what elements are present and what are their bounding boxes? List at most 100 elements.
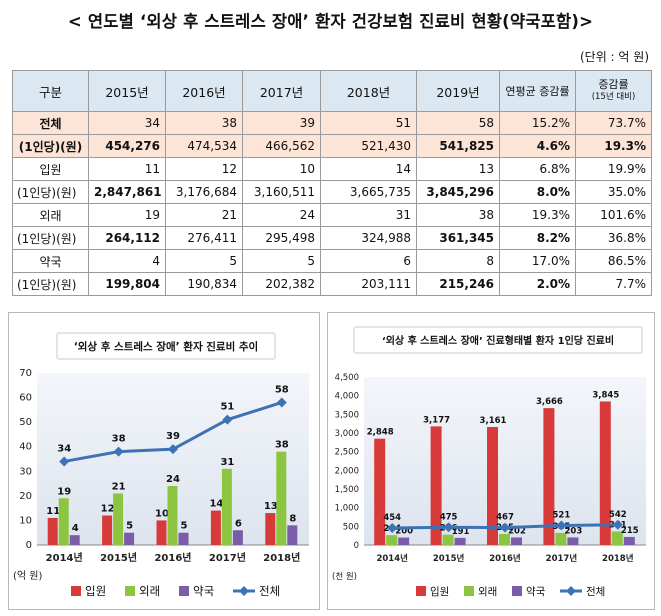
value-cell: 466,562 (242, 134, 321, 158)
header-change-sub: (15년 대비) (591, 92, 636, 102)
row-label: (1인당)(원) (12, 134, 89, 158)
avg-change-cell: 6.8% (499, 157, 576, 181)
value-cell: 202,382 (242, 272, 321, 296)
unit-label: (억 원) (13, 570, 42, 582)
value-cell: 5 (242, 249, 321, 273)
table-row: 약국 4 5 5 6 8 17.0% 86.5% (12, 249, 652, 273)
unit-label: (천 원) (332, 571, 357, 582)
header-change-label: 증감률 (598, 78, 629, 91)
avg-change-cell: 4.6% (499, 134, 576, 158)
legend-swatch (125, 586, 135, 596)
line-marker (500, 522, 510, 533)
y-tick-label: 1,000 (335, 504, 359, 514)
legend-swatch (464, 586, 474, 596)
avg-change-cell: 2.0% (499, 272, 576, 296)
value-cell: 19 (88, 203, 166, 227)
x-tick-label: 2016년 (154, 551, 191, 564)
row-label: 외래 (12, 203, 89, 227)
legend-marker (239, 586, 249, 596)
x-tick-label: 2018년 (263, 551, 300, 564)
bar-약국 (398, 537, 410, 545)
change-cell: 73.7% (575, 111, 652, 135)
line-marker (556, 520, 567, 531)
y-tick-label: 60 (19, 393, 32, 404)
data-label: 5 (181, 521, 188, 532)
y-tick-label: 4,000 (335, 392, 359, 402)
value-cell: 10 (242, 157, 321, 181)
value-cell: 3,665,735 (320, 180, 417, 204)
data-label: 13 (264, 501, 278, 512)
header-2018: 2018년 (320, 70, 417, 112)
y-tick-label: 3,500 (335, 410, 359, 420)
value-cell: 11 (88, 157, 166, 181)
row-label: (1인당)(원) (12, 180, 89, 204)
data-label: 3,845 (592, 390, 619, 400)
bar-외래 (221, 468, 232, 545)
bar-외래 (167, 486, 178, 545)
data-label: 3,161 (480, 416, 507, 426)
value-cell: 39 (242, 111, 321, 135)
change-cell: 86.5% (575, 249, 652, 273)
value-cell: 12 (165, 157, 243, 181)
data-label: 12 (101, 504, 115, 515)
bar-외래 (499, 533, 510, 545)
legend-label: 입원 (85, 584, 106, 598)
chart-title: ‘외상 후 스트레스 장애’ 환자 진료비 추이 (74, 340, 258, 353)
data-label: 215 (621, 526, 639, 536)
row-label: 약국 (12, 249, 89, 273)
y-tick-label: 0 (354, 541, 359, 551)
per-patient-chart: ‘외상 후 스트레스 장애’ 진료형태별 환자 1인당 진료비 0 500 1,000… (332, 326, 646, 598)
value-cell: 3,845,296 (416, 180, 500, 204)
change-cell: 36.8% (575, 226, 652, 250)
bar-약국 (232, 530, 243, 545)
data-label: 10 (155, 508, 169, 519)
avg-change-cell: 8.0% (499, 180, 576, 204)
data-label: 31 (220, 457, 234, 468)
value-cell: 3,160,511 (242, 180, 321, 204)
data-label: 3,666 (536, 397, 563, 407)
line-data-label: 475 (440, 512, 458, 522)
line-marker (113, 446, 124, 457)
bar-입원 (210, 510, 221, 545)
table-row: 전체 34 38 39 51 58 15.2% 73.7% (12, 111, 652, 135)
y-tick-label: 4,500 (335, 373, 359, 383)
line-marker (443, 522, 454, 533)
header-2015: 2015년 (88, 70, 166, 112)
row-label: (1인당)(원) (12, 226, 89, 250)
y-tick-label: 2,000 (335, 466, 359, 476)
legend-swatch (416, 586, 426, 596)
line-data-label: 39 (166, 431, 180, 442)
legend-swatch (512, 586, 522, 596)
change-cell: 19.9% (575, 157, 652, 181)
bar-입원 (102, 515, 113, 545)
value-cell: 58 (416, 111, 500, 135)
line-marker (276, 397, 287, 408)
bar-입원 (265, 513, 276, 545)
data-label: 5 (126, 521, 133, 532)
value-cell: 276,411 (165, 226, 243, 250)
avg-change-cell: 15.2% (499, 111, 576, 135)
line-marker (222, 414, 233, 425)
value-cell: 199,804 (88, 272, 166, 296)
bar-입원 (156, 520, 167, 545)
data-label: 203 (565, 526, 583, 536)
x-tick-label: 2015년 (100, 551, 137, 564)
cost-table: 구분 2015년 2016년 2017년 2018년 2019년 연평균 증감률… (12, 70, 652, 296)
plot-background (364, 377, 646, 545)
legend-label: 전체 (259, 584, 280, 598)
x-tick-label: 2016년 (489, 553, 521, 564)
change-cell: 19.3% (575, 134, 652, 158)
header-avg-change: 연평균 증감률 (499, 70, 576, 112)
value-cell: 38 (165, 111, 243, 135)
bar-외래 (58, 498, 69, 545)
bar-입원 (599, 401, 611, 545)
y-tick-label: 40 (19, 442, 32, 453)
line-marker (387, 523, 398, 534)
y-tick-label: 20 (19, 491, 32, 502)
data-label: 191 (452, 527, 470, 537)
legend-label: 약국 (526, 586, 546, 598)
line-data-label: 51 (220, 402, 234, 413)
value-cell: 38 (416, 203, 500, 227)
value-cell: 21 (165, 203, 243, 227)
value-cell: 474,534 (165, 134, 243, 158)
